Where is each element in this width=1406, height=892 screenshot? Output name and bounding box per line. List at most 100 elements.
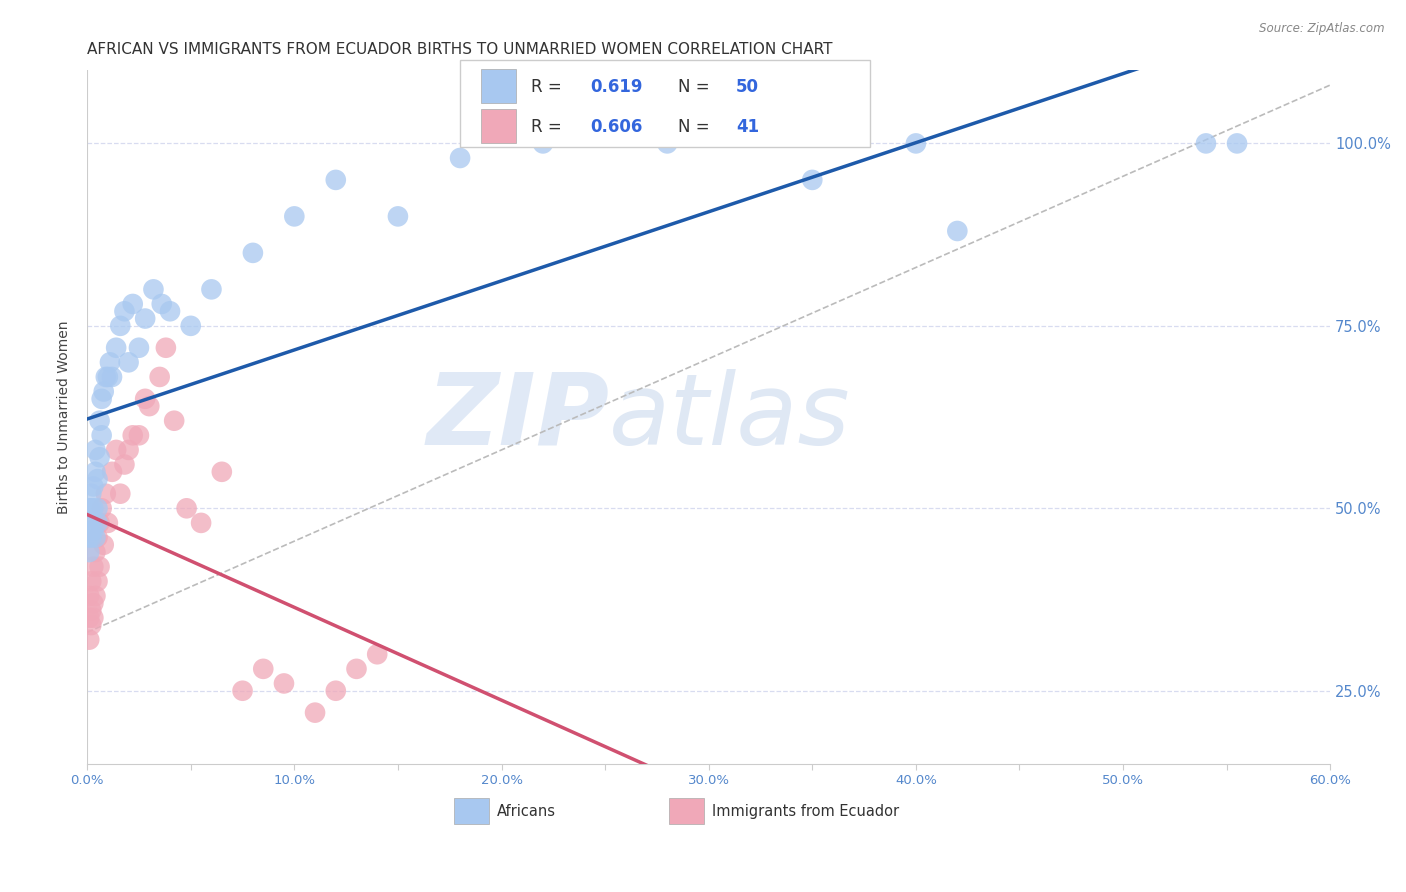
Point [80, 618, 103, 632]
Point [149, 370, 172, 384]
Point [82, 523, 104, 537]
Point [121, 297, 143, 311]
FancyBboxPatch shape [460, 60, 870, 146]
FancyBboxPatch shape [454, 797, 489, 824]
Point [86, 531, 108, 545]
Text: Immigrants from Ecuador: Immigrants from Ecuador [713, 804, 900, 819]
Point [80, 603, 103, 617]
Point [134, 392, 156, 406]
Point [142, 282, 165, 296]
Point [84, 589, 107, 603]
Point [80, 486, 103, 500]
Point [84, 545, 107, 559]
Point [159, 304, 181, 318]
Text: ZIP: ZIP [426, 368, 609, 466]
Point [304, 706, 326, 720]
Text: 50: 50 [737, 78, 759, 96]
Point [90, 392, 112, 406]
Point [86, 516, 108, 530]
Point [80, 531, 103, 545]
Point [90, 501, 112, 516]
Point [138, 399, 160, 413]
Point [82, 611, 104, 625]
Text: R =: R = [531, 119, 567, 136]
Point [531, 136, 554, 151]
Point [114, 304, 136, 318]
Point [128, 428, 150, 442]
Point [77, 589, 100, 603]
Point [180, 318, 202, 333]
Point [946, 224, 969, 238]
Text: Africans: Africans [498, 804, 557, 819]
Point [387, 210, 409, 224]
Point [82, 501, 104, 516]
Text: atlas: atlas [609, 368, 851, 466]
Point [86, 501, 108, 516]
Point [200, 282, 222, 296]
Point [80, 501, 103, 516]
Point [97, 516, 120, 530]
Point [1226, 136, 1249, 151]
Point [98, 355, 121, 369]
Point [84, 442, 107, 457]
Point [94, 370, 117, 384]
Point [84, 465, 107, 479]
Point [93, 538, 115, 552]
Point [114, 458, 136, 472]
Point [89, 559, 111, 574]
FancyBboxPatch shape [481, 109, 516, 143]
Point [232, 683, 254, 698]
Point [94, 486, 117, 500]
Point [163, 414, 186, 428]
Text: R =: R = [531, 78, 567, 96]
Point [89, 516, 111, 530]
Point [1195, 136, 1218, 151]
Point [117, 355, 139, 369]
FancyBboxPatch shape [481, 70, 516, 103]
Point [242, 245, 264, 260]
Point [325, 173, 347, 187]
Point [77, 501, 100, 516]
Point [101, 465, 124, 479]
Point [82, 559, 104, 574]
Text: 41: 41 [737, 119, 759, 136]
Point [90, 428, 112, 442]
Point [110, 486, 132, 500]
Text: AFRICAN VS IMMIGRANTS FROM ECUADOR BIRTHS TO UNMARRIED WOMEN CORRELATION CHART: AFRICAN VS IMMIGRANTS FROM ECUADOR BIRTH… [87, 42, 832, 57]
Point [89, 450, 111, 465]
Point [80, 574, 103, 589]
Point [77, 545, 100, 559]
Point [121, 428, 143, 442]
Point [150, 297, 173, 311]
Point [155, 341, 177, 355]
Text: N =: N = [678, 78, 714, 96]
Point [134, 311, 156, 326]
Text: Source: ZipAtlas.com: Source: ZipAtlas.com [1260, 22, 1385, 36]
Point [110, 318, 132, 333]
Point [93, 384, 115, 399]
Point [86, 472, 108, 486]
Point [801, 173, 824, 187]
Point [128, 341, 150, 355]
Point [366, 647, 388, 661]
Point [77, 531, 100, 545]
Point [89, 414, 111, 428]
Y-axis label: Births to Unmarried Women: Births to Unmarried Women [58, 320, 72, 514]
Point [283, 210, 305, 224]
Point [82, 596, 104, 610]
Point [77, 632, 100, 647]
Point [86, 574, 108, 589]
Text: 0.619: 0.619 [591, 78, 643, 96]
Point [252, 662, 274, 676]
Point [80, 523, 103, 537]
Point [101, 370, 124, 384]
Point [211, 465, 233, 479]
Point [449, 151, 471, 165]
Point [105, 341, 128, 355]
Point [84, 531, 107, 545]
FancyBboxPatch shape [669, 797, 704, 824]
Text: 0.606: 0.606 [591, 119, 643, 136]
Point [346, 662, 368, 676]
Point [325, 683, 347, 698]
Point [190, 516, 212, 530]
